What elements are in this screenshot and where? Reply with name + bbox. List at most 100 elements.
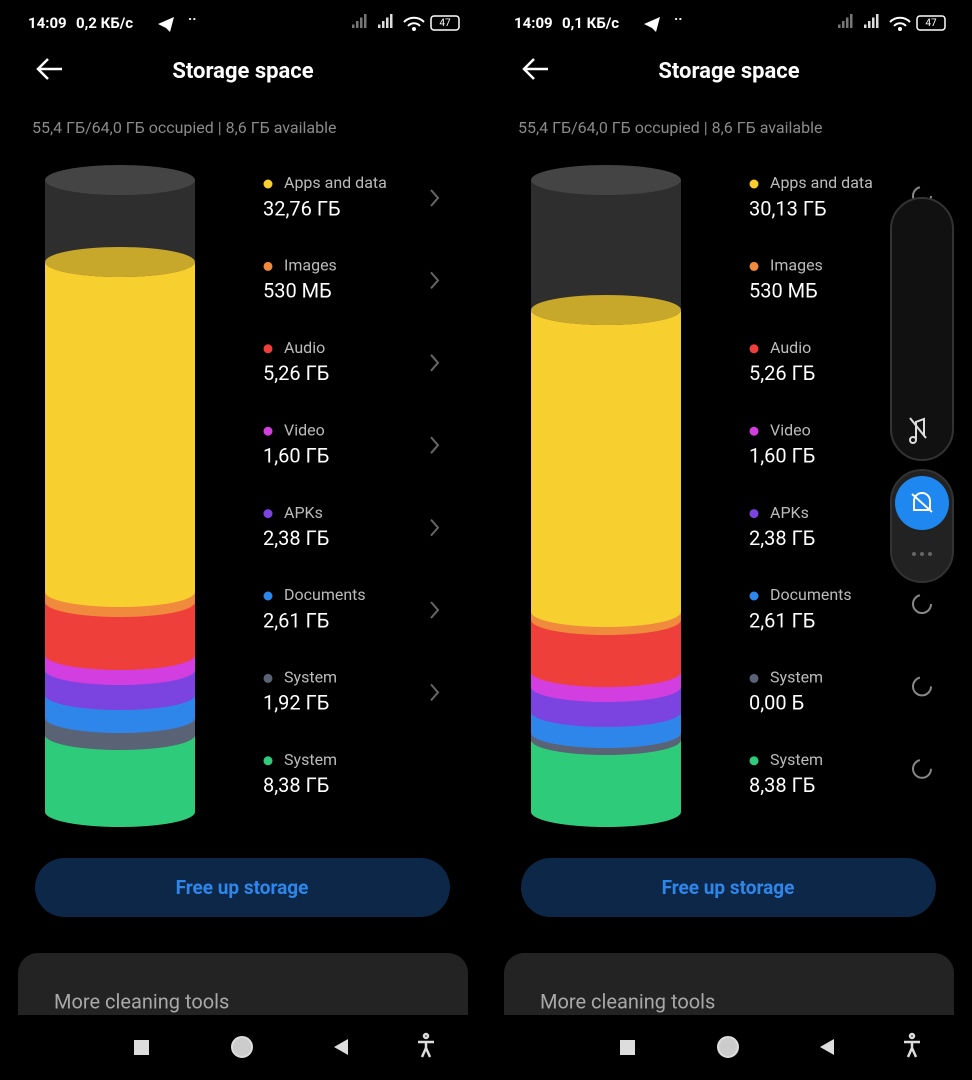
nav-back[interactable] bbox=[820, 1039, 834, 1055]
cylinder-fill-top bbox=[45, 247, 195, 277]
category-size[interactable]: 5,26 ГБ bbox=[749, 361, 815, 385]
category-label[interactable]: System bbox=[284, 668, 337, 687]
cylinder-segment bbox=[45, 262, 195, 592]
signal-bar bbox=[846, 17, 849, 28]
free-up-button[interactable] bbox=[35, 858, 450, 917]
telegram-icon bbox=[158, 17, 174, 32]
ringer-off-icon[interactable] bbox=[909, 417, 927, 440]
status-speed: 0,1 КБ/с bbox=[562, 14, 619, 32]
chevron[interactable] bbox=[430, 518, 440, 537]
mute-bell bbox=[911, 492, 933, 513]
category-size[interactable]: 2,38 ГБ bbox=[263, 526, 329, 550]
category-size[interactable]: 1,92 ГБ bbox=[263, 691, 329, 715]
category-label[interactable]: Apps and data bbox=[770, 173, 873, 192]
chevron[interactable] bbox=[430, 271, 440, 290]
back-arrow[interactable] bbox=[36, 58, 62, 80]
battery-icon bbox=[916, 15, 946, 31]
free-up-label[interactable]: Free up storage bbox=[176, 876, 309, 899]
category-size[interactable]: 1,60 ГБ bbox=[263, 443, 329, 467]
category-label[interactable]: System bbox=[770, 668, 823, 687]
category-label[interactable]: Images bbox=[770, 256, 823, 275]
category-size[interactable]: 2,61 ГБ bbox=[749, 608, 815, 632]
cylinder-segment bbox=[531, 310, 681, 612]
status-speed: 0,2 КБ/с bbox=[76, 14, 133, 32]
category-dot bbox=[749, 344, 759, 354]
phone-screen: 14:09 0,1 КБ/с ·· 47 Storage space 55,4 ГБ/64… bbox=[486, 12, 972, 1080]
category-label[interactable]: Video bbox=[284, 420, 325, 439]
category-dot bbox=[263, 756, 273, 766]
category-size[interactable]: 32,76 ГБ bbox=[263, 196, 341, 220]
signal-bar bbox=[364, 14, 367, 28]
category-size[interactable]: 5,26 ГБ bbox=[263, 361, 329, 385]
category-label[interactable]: APKs bbox=[770, 503, 809, 522]
category-dot bbox=[749, 179, 759, 189]
cleaning-tools-label[interactable]: More cleaning tools bbox=[540, 989, 715, 1013]
wifi-icon bbox=[403, 16, 425, 27]
category-dot bbox=[749, 426, 759, 436]
chevron[interactable] bbox=[430, 354, 440, 372]
category-label[interactable]: Documents bbox=[770, 585, 852, 604]
free-up-label[interactable]: Free up storage bbox=[662, 876, 795, 899]
more-dot[interactable] bbox=[912, 552, 916, 556]
category-label[interactable]: System bbox=[284, 750, 337, 769]
signal-bar bbox=[360, 17, 363, 28]
more-dot[interactable] bbox=[920, 552, 924, 556]
category-label[interactable]: APKs bbox=[284, 503, 323, 522]
signal-bar bbox=[378, 24, 381, 28]
category-size[interactable]: 530 МБ bbox=[749, 279, 818, 303]
nav-accessibility[interactable] bbox=[904, 1032, 920, 1058]
cylinder-fill-shade bbox=[45, 247, 195, 277]
category-label[interactable]: Audio bbox=[770, 338, 811, 357]
nav-back[interactable] bbox=[334, 1039, 348, 1055]
category-size[interactable]: 1,60 ГБ bbox=[749, 443, 815, 467]
cylinder-fill-shade bbox=[531, 295, 681, 325]
category-size[interactable]: 0,00 Б bbox=[749, 691, 804, 715]
chevron[interactable] bbox=[430, 683, 440, 702]
volume-panel bbox=[890, 197, 954, 461]
category-label[interactable]: Images bbox=[284, 256, 337, 275]
category-size[interactable]: 8,38 ГБ bbox=[263, 773, 329, 797]
signal-bar bbox=[386, 17, 389, 28]
category-dot bbox=[263, 509, 273, 519]
category-size[interactable]: 2,61 ГБ bbox=[263, 608, 329, 632]
nav-accessibility[interactable] bbox=[418, 1032, 434, 1058]
category-dot bbox=[263, 591, 273, 601]
category-dot bbox=[263, 344, 273, 354]
loading-spinner bbox=[912, 676, 932, 697]
category-label[interactable]: Audio bbox=[284, 338, 325, 357]
loading-spinner bbox=[912, 758, 932, 779]
category-dot bbox=[263, 261, 273, 271]
more-dot[interactable] bbox=[928, 552, 932, 556]
cylinder-empty bbox=[531, 180, 681, 310]
category-label[interactable]: Apps and data bbox=[284, 173, 387, 192]
category-dot bbox=[749, 756, 759, 766]
category-label[interactable]: Documents bbox=[284, 585, 366, 604]
cleaning-tools-label[interactable]: More cleaning tools bbox=[54, 989, 229, 1013]
chevron[interactable] bbox=[430, 436, 440, 454]
nav-recents[interactable] bbox=[620, 1040, 635, 1055]
ringer-off-icon-dot bbox=[909, 436, 917, 444]
category-label[interactable]: Video bbox=[770, 420, 811, 439]
storage-summary: 55,4 ГБ/64,0 ГБ occupied | 8,6 ГБ availa… bbox=[518, 118, 822, 137]
back-arrow[interactable] bbox=[522, 58, 548, 80]
free-up-button[interactable] bbox=[521, 858, 936, 917]
telegram-icon bbox=[644, 17, 660, 32]
category-label[interactable]: System bbox=[770, 750, 823, 769]
cylinder-top bbox=[45, 165, 195, 195]
page-title: Storage space bbox=[658, 59, 799, 84]
category-size[interactable]: 8,38 ГБ bbox=[749, 773, 815, 797]
chevron[interactable] bbox=[430, 189, 440, 207]
signal-bar bbox=[356, 21, 359, 28]
category-size[interactable]: 30,13 ГБ bbox=[749, 196, 827, 220]
category-dot bbox=[263, 179, 273, 189]
nav-home[interactable] bbox=[717, 1036, 739, 1058]
signal-bar bbox=[382, 21, 385, 28]
category-size[interactable]: 2,38 ГБ bbox=[749, 526, 815, 550]
category-size[interactable]: 530 МБ bbox=[263, 279, 332, 303]
signal-bar bbox=[838, 24, 841, 28]
chevron[interactable] bbox=[430, 601, 440, 619]
cylinder-top bbox=[531, 165, 681, 195]
nav-home[interactable] bbox=[231, 1036, 253, 1058]
nav-recents[interactable] bbox=[134, 1040, 149, 1055]
